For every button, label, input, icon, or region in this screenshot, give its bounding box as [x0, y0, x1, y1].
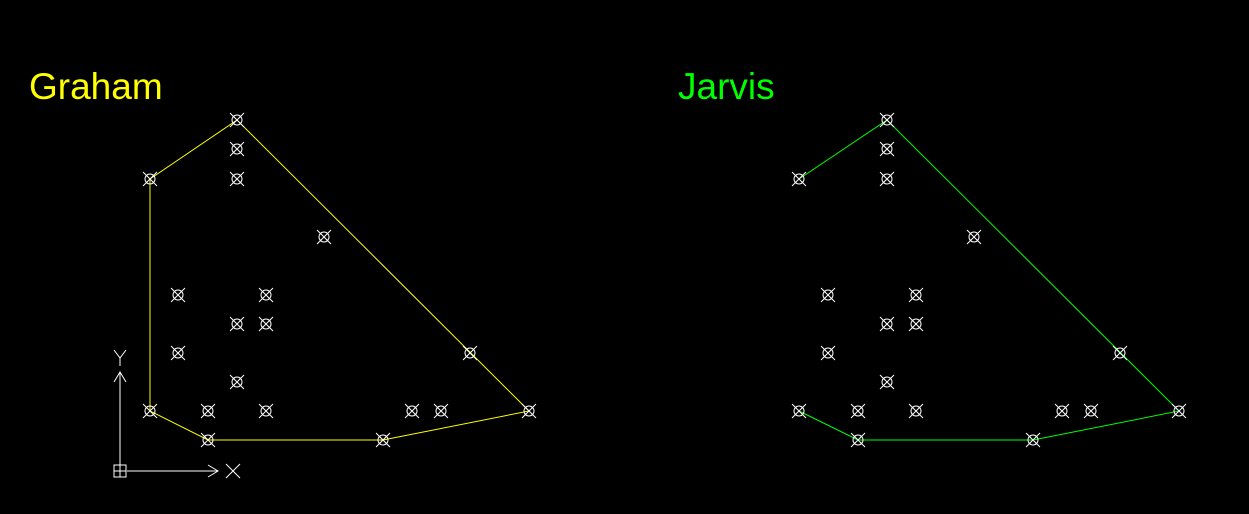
jarvis-point: [820, 345, 836, 361]
graham-point: [316, 229, 332, 245]
graham-point: [142, 171, 158, 187]
jarvis-point: [879, 374, 895, 390]
jarvis-point: [791, 403, 807, 419]
jarvis-title: Jarvis: [678, 66, 775, 107]
jarvis-point: [850, 403, 866, 419]
jarvis-point: [1054, 403, 1070, 419]
graham-point: [229, 112, 245, 128]
graham-title: Graham: [29, 66, 163, 107]
graham-hull-line: [149, 119, 531, 441]
ucs-x-letter: [225, 463, 241, 479]
jarvis-point: [1025, 432, 1041, 448]
jarvis-point: [879, 171, 895, 187]
jarvis-point: [879, 141, 895, 157]
graham-point: [375, 432, 391, 448]
jarvis-point: [820, 287, 836, 303]
graham-point: [229, 374, 245, 390]
ucs-y-arrow: [113, 371, 127, 383]
graham-point: [170, 345, 186, 361]
jarvis-point: [908, 287, 924, 303]
graham-point: [462, 345, 478, 361]
jarvis-point: [908, 403, 924, 419]
graham-point: [200, 403, 216, 419]
graham-point: [404, 403, 420, 419]
graham-point: [258, 316, 274, 332]
jarvis-point: [1083, 403, 1099, 419]
jarvis-point: [879, 112, 895, 128]
ucs-x-arrow: [207, 464, 219, 478]
graham-hull-diagram: [142, 112, 537, 448]
jarvis-point: [1112, 345, 1128, 361]
jarvis-point: [908, 316, 924, 332]
graham-point: [170, 287, 186, 303]
graham-point: [433, 403, 449, 419]
ucs-axis-icon: [113, 349, 241, 479]
jarvis-point: [850, 432, 866, 448]
graham-point: [258, 287, 274, 303]
graham-point: [258, 403, 274, 419]
graham-point: [521, 403, 537, 419]
ucs-y-letter: [113, 349, 127, 366]
jarvis-hull-line: [798, 119, 1181, 441]
jarvis-point: [1171, 403, 1187, 419]
graham-point: [229, 141, 245, 157]
graham-point: [229, 171, 245, 187]
jarvis-point: [966, 229, 982, 245]
graham-point: [142, 403, 158, 419]
jarvis-hull-diagram: [791, 112, 1187, 448]
jarvis-point: [791, 171, 807, 187]
jarvis-point: [879, 316, 895, 332]
graham-point: [229, 316, 245, 332]
graham-point: [200, 432, 216, 448]
